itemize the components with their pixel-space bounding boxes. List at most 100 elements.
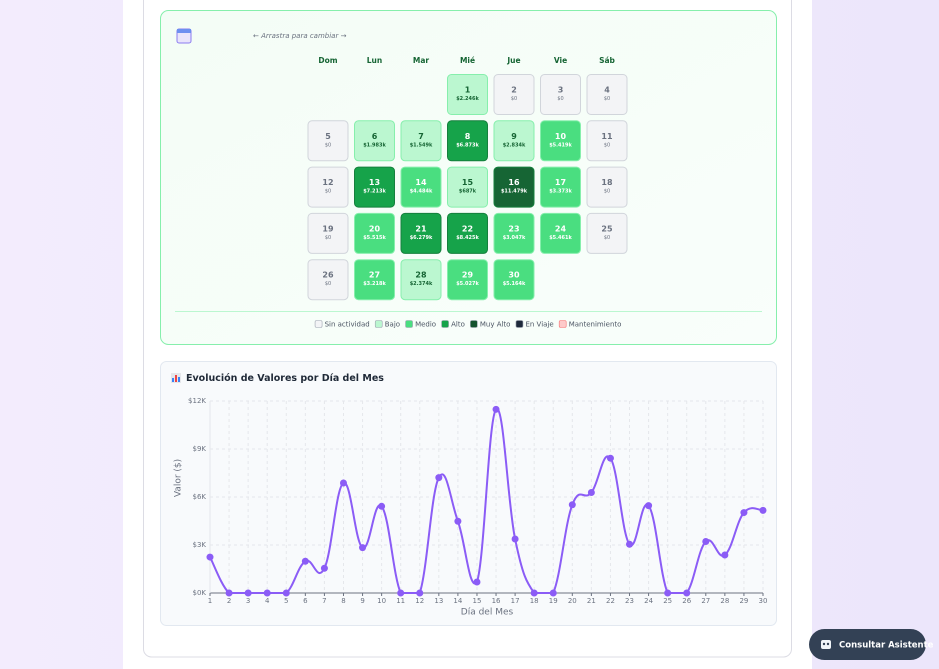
x-tick-label: 18 <box>530 597 539 605</box>
day-cell[interactable]: 27$3.218k <box>354 259 395 301</box>
day-number: 20 <box>369 224 381 233</box>
data-point <box>473 578 481 586</box>
day-amount: $0 <box>325 281 331 287</box>
day-cell-bg <box>447 166 488 208</box>
day-amount: $7.213k <box>363 189 386 195</box>
legend-label: Alto <box>451 321 465 329</box>
day-cell[interactable]: 7$1.549k <box>400 120 442 162</box>
day-cell[interactable]: 20 $5.515k <box>354 212 395 254</box>
data-point <box>702 538 710 546</box>
day-amount: $3.373k <box>549 189 572 195</box>
assistant-button[interactable]: Consultar Asistente <box>809 629 934 660</box>
x-tick-label: 20 <box>568 597 577 605</box>
day-cell[interactable]: 3$0 <box>540 74 581 115</box>
day-cell[interactable]: 2$0 <box>493 74 535 115</box>
day-amount: $0 <box>511 96 517 102</box>
day-cell[interactable]: 22 $8.425k <box>447 212 488 254</box>
day-cell[interactable]: 12$0 <box>307 166 349 208</box>
day-cell-bg <box>493 166 535 208</box>
day-cell[interactable]: 6$1.983k <box>354 120 395 162</box>
legend-label: En Viaje <box>525 321 553 329</box>
day-cell[interactable]: 5$0 <box>307 120 349 162</box>
assistant-button-label[interactable]: Consultar Asistente <box>839 641 934 651</box>
legend-label: Muy Alto <box>480 321 511 329</box>
data-point <box>549 589 557 597</box>
day-cell[interactable]: 24 $5.461k <box>540 212 581 254</box>
day-cell-bg <box>493 212 535 254</box>
data-point <box>530 589 538 597</box>
day-cell[interactable]: 18$0 <box>586 166 628 208</box>
weekday-label: Mié <box>460 56 475 65</box>
day-amount: $1.983k <box>363 142 386 148</box>
drag-hint: ← Arrastra para cambiar → <box>253 32 347 40</box>
day-cell-bg <box>447 259 488 301</box>
day-cell[interactable]: 28$2.374k <box>400 259 442 301</box>
x-tick-label: 30 <box>759 597 768 605</box>
day-cell-bg <box>540 120 581 162</box>
x-tick-label: 29 <box>739 597 748 605</box>
day-cell[interactable]: 8$6.873k <box>447 120 488 162</box>
day-cell[interactable]: 15 $687k <box>447 166 488 208</box>
day-cell[interactable]: 26$0 <box>307 259 349 301</box>
day-cell[interactable]: 17 $3.373k <box>540 166 581 208</box>
day-cell[interactable]: 11$0 <box>586 120 628 162</box>
data-point <box>683 589 691 597</box>
day-amount: $8.425k <box>456 235 479 241</box>
chart-title: Evolución de Valores por Día del Mes <box>186 373 384 384</box>
day-cell[interactable]: 21 $6.279k <box>400 212 442 254</box>
x-tick-label: 2 <box>227 597 231 605</box>
day-cell[interactable]: 23 $3.047k <box>493 212 535 254</box>
day-number: 15 <box>462 178 474 187</box>
x-tick-label: 21 <box>587 597 596 605</box>
y-tick-label: $3K <box>193 541 207 549</box>
day-cell[interactable]: 10$5.419k <box>540 120 581 162</box>
x-tick-label: 28 <box>720 597 729 605</box>
weekday-label: Dom <box>318 56 337 65</box>
day-number: 17 <box>555 178 566 187</box>
day-number: 7 <box>418 132 424 141</box>
data-point <box>301 557 309 565</box>
weekday-label: Sáb <box>599 56 615 65</box>
day-number: 14 <box>415 178 427 187</box>
day-amount: $2.834k <box>503 142 526 148</box>
day-cell-bg <box>307 259 349 301</box>
day-cell[interactable]: 29$5.027k <box>447 259 488 301</box>
x-tick-label: 16 <box>492 597 501 605</box>
x-tick-label: 8 <box>341 597 345 605</box>
day-number: 26 <box>322 271 334 280</box>
x-tick-label: 22 <box>606 597 615 605</box>
legend-label: Mantenimiento <box>569 321 622 329</box>
day-number: 6 <box>372 132 378 141</box>
weekday-label: Lun <box>367 56 382 65</box>
day-number: 28 <box>415 271 427 280</box>
day-cell[interactable]: 30$5.164k <box>493 259 535 301</box>
day-number: 24 <box>555 224 567 233</box>
data-point <box>359 544 367 552</box>
data-point <box>587 489 595 497</box>
legend-swatch <box>515 320 524 328</box>
day-number: 25 <box>601 224 613 233</box>
chart-icon <box>171 373 181 383</box>
data-point <box>339 479 347 487</box>
day-cell[interactable]: 4$0 <box>586 74 628 115</box>
day-number: 23 <box>508 224 519 233</box>
x-tick-label: 11 <box>396 597 405 605</box>
x-tick-label: 4 <box>265 597 270 605</box>
day-cell[interactable]: 25$0 <box>586 212 628 254</box>
data-point <box>492 405 500 413</box>
day-cell[interactable]: 16 $11.479k <box>493 166 535 208</box>
x-tick-label: 9 <box>360 597 364 605</box>
day-number: 2 <box>511 86 517 95</box>
x-tick-label: 12 <box>415 597 424 605</box>
day-amount: $5.419k <box>549 142 572 148</box>
day-cell[interactable]: 14 $4.484k <box>400 166 442 208</box>
day-cell[interactable]: 1$2.246k <box>447 74 488 115</box>
day-cell-bg <box>586 166 628 208</box>
day-cell[interactable]: 13 $7.213k <box>354 166 395 208</box>
day-number: 4 <box>604 86 610 95</box>
x-tick-label: 13 <box>434 597 443 605</box>
day-cell[interactable]: 19$0 <box>307 212 349 254</box>
chart-card <box>160 361 777 626</box>
day-cell[interactable]: 9$2.834k <box>493 120 535 162</box>
